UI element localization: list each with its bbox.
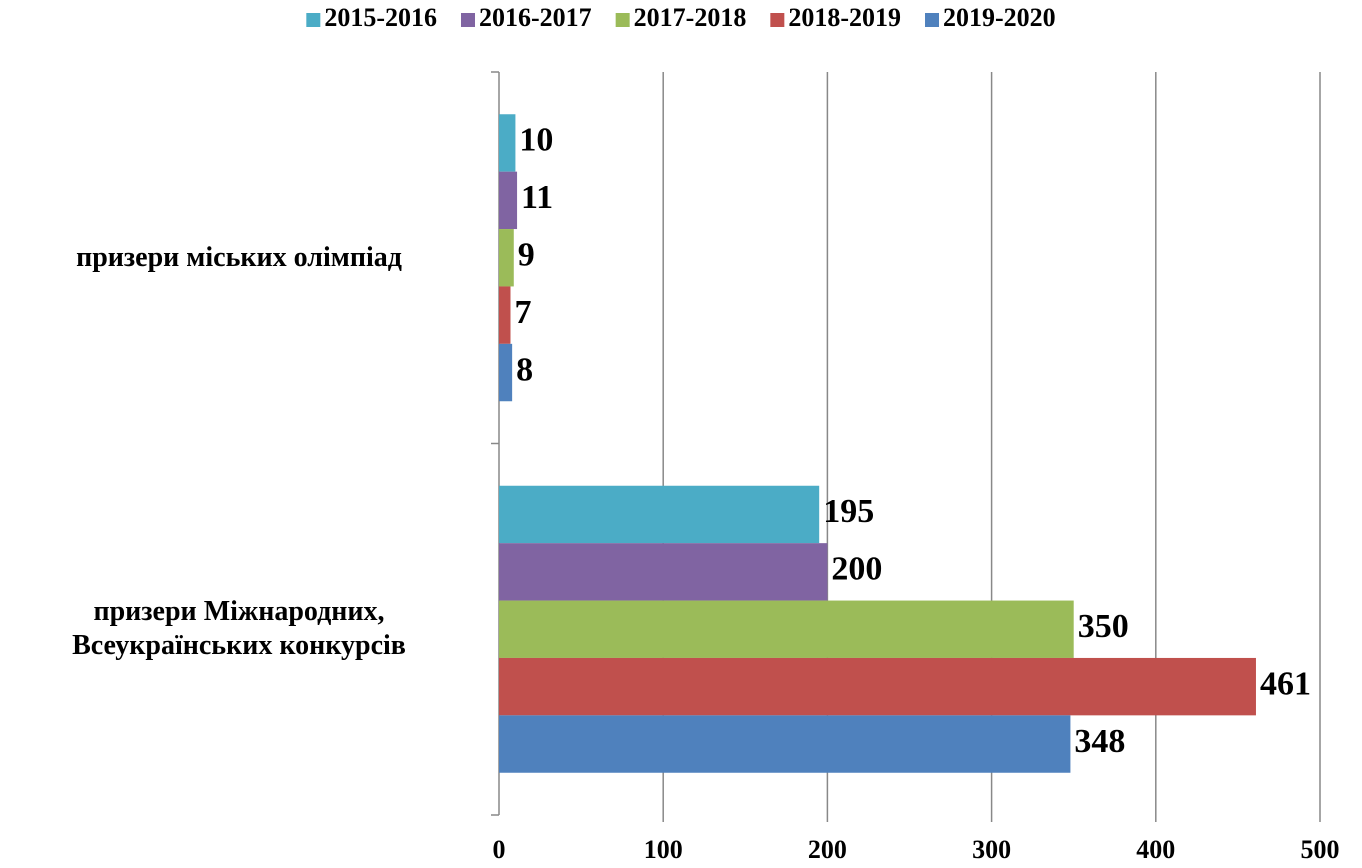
bar [499, 229, 514, 287]
bar [499, 715, 1071, 773]
data-label: 9 [518, 237, 535, 274]
legend-swatch [770, 13, 785, 27]
legend-label: 2018-2019 [788, 3, 901, 32]
bar [499, 343, 513, 402]
data-label: 10 [519, 122, 553, 159]
data-label: 200 [831, 551, 882, 588]
data-label: 8 [516, 351, 533, 388]
bar [499, 543, 828, 601]
bar [499, 600, 1074, 658]
category-label: призери Міжнародних, Всеукраїнських конк… [72, 596, 406, 662]
legend-swatch [460, 13, 475, 27]
data-label: 461 [1260, 665, 1311, 702]
bar [499, 485, 820, 544]
x-tick-label: 500 [1301, 835, 1340, 864]
data-label: 195 [823, 493, 874, 530]
legend-label: 2016-2017 [479, 3, 592, 32]
legend-swatch [925, 13, 940, 27]
bar [499, 286, 511, 344]
legend-swatch [615, 13, 630, 27]
bar [499, 657, 1256, 716]
x-tick-label: 300 [972, 835, 1011, 864]
legend-label: 2015-2016 [324, 3, 437, 32]
data-label: 348 [1074, 723, 1125, 760]
bar [499, 114, 516, 172]
x-tick-label: 100 [644, 835, 683, 864]
x-tick-label: 200 [808, 835, 847, 864]
legend-label: 2019-2020 [943, 3, 1056, 32]
category-label: призери міських олімпіад [76, 241, 402, 273]
legend-swatch [306, 13, 321, 27]
data-label: 7 [514, 294, 531, 331]
x-tick-label: 0 [493, 835, 506, 864]
data-label: 11 [521, 179, 553, 216]
data-label: 350 [1078, 608, 1129, 645]
x-tick-label: 400 [1136, 835, 1175, 864]
bar [499, 171, 518, 230]
legend-label: 2017-2018 [634, 3, 747, 32]
